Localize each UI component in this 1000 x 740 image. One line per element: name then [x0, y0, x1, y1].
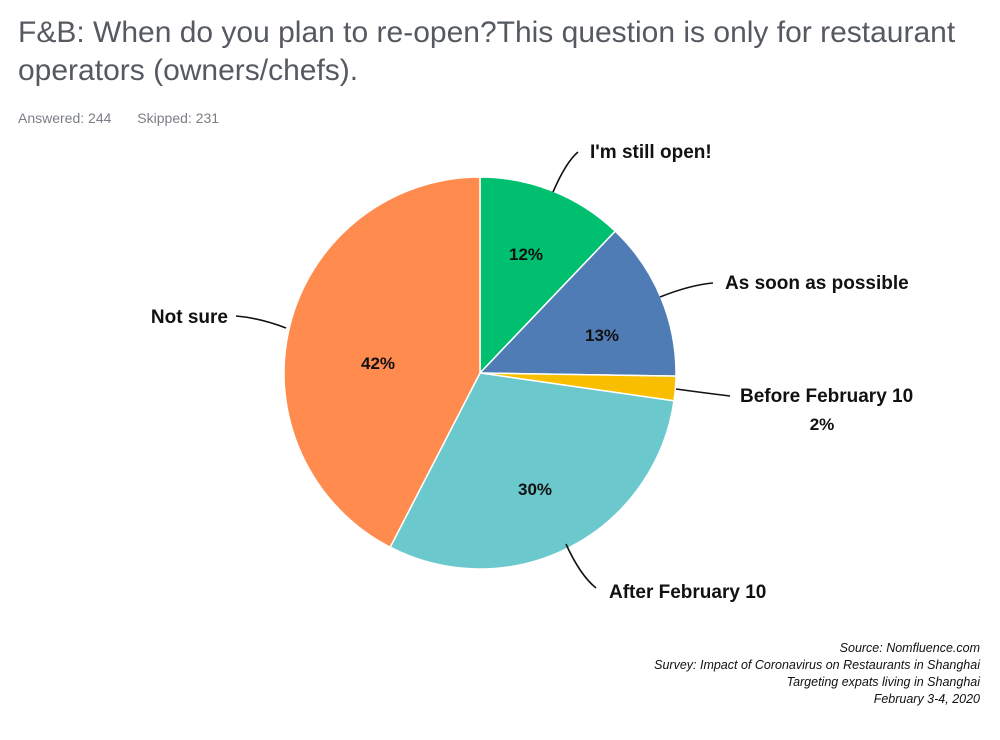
slice-label-before-feb10: Before February 10: [740, 386, 913, 407]
source-note: Source: Nomfluence.com Survey: Impact of…: [654, 640, 980, 708]
pie-slice-not-sure: [283, 176, 481, 549]
leader-line-before-feb10: [675, 388, 731, 397]
percent-labels: 12% 13% 2% 30% 42%: [361, 245, 834, 499]
pct-label-after-feb10: 30%: [518, 480, 552, 499]
skipped-count: Skipped: 231: [137, 110, 220, 126]
pct-label-still-open: 12%: [509, 245, 543, 264]
slice-label-still-open: I'm still open!: [590, 142, 712, 163]
source-line: Source: Nomfluence.com: [839, 641, 980, 655]
survey-line: Survey: Impact of Coronavirus on Restaur…: [654, 658, 980, 672]
leader-lines: [235, 151, 731, 589]
targeting-line: Targeting expats living in Shanghai: [786, 675, 980, 689]
slice-label-asap: As soon as possible: [725, 273, 909, 294]
answered-count: Answered: 244: [18, 110, 112, 126]
pct-label-not-sure: 42%: [361, 354, 395, 373]
pct-label-before-feb10: 2%: [810, 415, 835, 434]
slice-label-after-feb10: After February 10: [609, 582, 766, 603]
leader-line-asap: [659, 282, 714, 298]
leader-line-still-open: [552, 151, 579, 193]
pct-label-asap: 13%: [585, 326, 619, 345]
date-line: February 3-4, 2020: [873, 692, 980, 706]
page-title: F&B: When do you plan to re-open?This qu…: [18, 16, 956, 87]
leader-line-after-feb10: [565, 543, 597, 589]
category-labels: I'm still open! As soon as possible Befo…: [151, 142, 913, 603]
pie-slices: [283, 176, 677, 570]
pie-slice-after-feb10: [389, 372, 675, 570]
slice-label-not-sure: Not sure: [151, 307, 228, 328]
response-stats: Answered: 244 Skipped: 231: [18, 110, 219, 126]
leader-line-not-sure: [235, 315, 287, 329]
